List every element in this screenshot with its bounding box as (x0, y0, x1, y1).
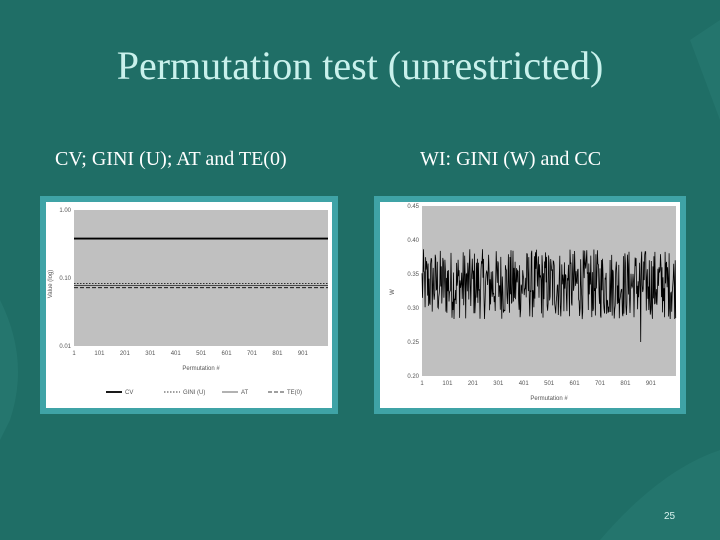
right-y-tick-label: 0.45 (407, 204, 419, 210)
left-x-tick-label: 201 (120, 351, 131, 357)
left-plot-area (74, 210, 328, 346)
right-y-tick-label: 0.20 (407, 374, 419, 380)
right-chart-caption: WI: GINI (W) and CC (420, 148, 602, 170)
left-chart-caption: CV; GINI (U); AT and TE(0) (55, 148, 287, 170)
right-chart-panel: 0.45 0.40 0.35 0.30 0.25 0.20 1 101 201 301 401 50… (374, 196, 686, 414)
right-x-tick-label: 401 (519, 381, 530, 387)
right-x-tick-label: 501 (544, 381, 555, 387)
page-number: 25 (664, 511, 676, 522)
left-x-tick-label: 1 (72, 351, 76, 357)
left-y-tick-label: 1.00 (59, 208, 71, 214)
right-y-tick-label: 0.40 (407, 238, 419, 244)
right-x-tick-label: 601 (570, 381, 581, 387)
right-x-tick-label: 201 (468, 381, 479, 387)
right-x-tick-label: 301 (493, 381, 504, 387)
left-x-tick-label: 801 (272, 351, 283, 357)
left-x-tick-label: 701 (247, 351, 258, 357)
right-x-axis-label: Permutation # (530, 396, 568, 402)
left-chart-panel: 1.00 0.10 0.01 1 101 201 301 401 501 601 701 801 90… (40, 196, 338, 414)
slide-title: Permutation test (unrestricted) (116, 43, 604, 88)
right-y-tick-label: 0.35 (407, 272, 419, 278)
right-y-axis-label: W (390, 289, 396, 295)
left-x-tick-label: 501 (196, 351, 207, 357)
legend-label: TE(0) (287, 390, 302, 396)
left-x-tick-label: 901 (298, 351, 309, 357)
left-x-tick-label: 301 (145, 351, 156, 357)
right-x-tick-label: 701 (595, 381, 606, 387)
right-x-tick-label: 901 (646, 381, 657, 387)
legend-label: CV (125, 390, 133, 396)
left-x-tick-label: 601 (222, 351, 233, 357)
left-y-tick-label: 0.10 (59, 276, 71, 282)
legend-label: AT (241, 390, 249, 396)
left-x-tick-label: 101 (94, 351, 105, 357)
right-x-tick-label: 801 (620, 381, 631, 387)
left-x-tick-label: 401 (171, 351, 182, 357)
left-chart: 1.00 0.10 0.01 1 101 201 301 401 501 601 701 801 90… (46, 202, 332, 408)
legend-label: GINI (U) (183, 390, 205, 396)
left-x-axis-label: Permutation # (182, 366, 220, 372)
left-legend: CV GINI (U) AT TE(0) (106, 390, 302, 396)
series-w-line (421, 249, 677, 343)
right-chart: 0.45 0.40 0.35 0.30 0.25 0.20 1 101 201 301 401 50… (380, 202, 680, 408)
left-y-tick-label: 0.01 (59, 344, 71, 350)
right-y-tick-label: 0.30 (407, 306, 419, 312)
right-y-tick-label: 0.25 (407, 340, 419, 346)
right-x-tick-label: 101 (442, 381, 453, 387)
right-x-tick-label: 1 (420, 381, 424, 387)
left-y-axis-label: Value (log) (48, 270, 54, 299)
